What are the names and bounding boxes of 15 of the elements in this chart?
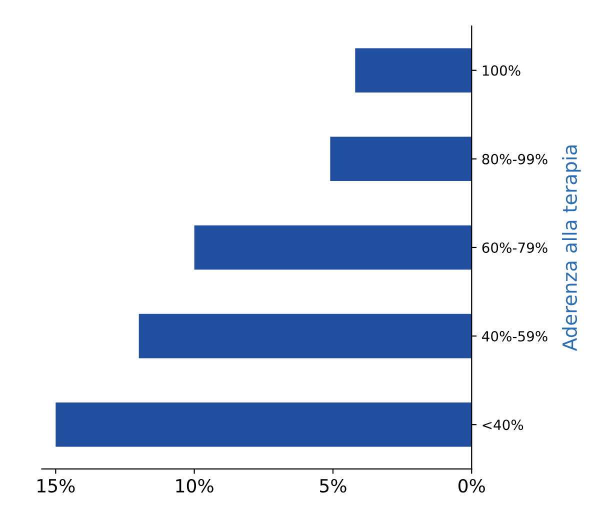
y-tick-label: <40% (482, 420, 524, 430)
y-tick-label: 80%-99% (482, 154, 548, 164)
bar (138, 314, 472, 358)
y-tick-label: 60%-79% (482, 242, 548, 253)
y-axis-title: Aderenza alla terapia (562, 146, 581, 352)
x-tick-label: 5% (320, 478, 346, 493)
bar (56, 402, 472, 447)
bar (194, 225, 472, 270)
x-tick-label: 0% (458, 478, 485, 493)
x-tick-label: 10% (176, 478, 214, 493)
bar (330, 136, 472, 182)
y-tick-label: 100% (482, 65, 520, 76)
bar (355, 48, 472, 92)
x-tick-label: 15% (38, 478, 75, 493)
y-tick-label: 40%-59% (482, 331, 548, 342)
